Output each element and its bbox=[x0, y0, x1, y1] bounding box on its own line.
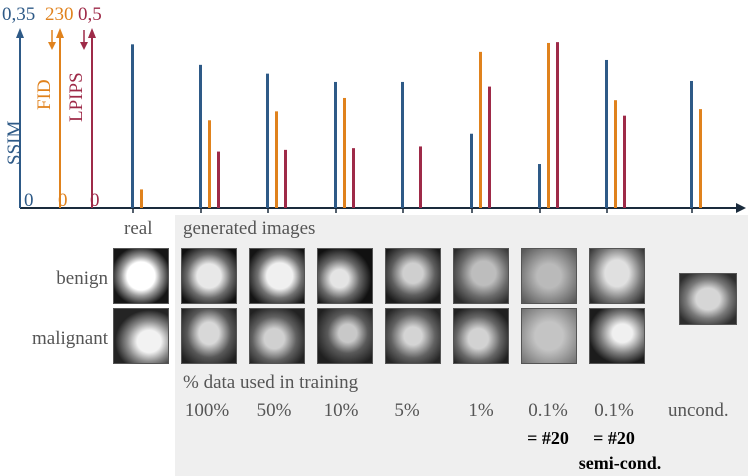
lpips-bar-1 bbox=[217, 151, 220, 208]
pct-0-1-semi: 0.1% bbox=[594, 400, 634, 421]
gen-benign-0-1 bbox=[521, 248, 577, 304]
generated-images-label: generated images bbox=[183, 218, 316, 239]
lpips-bar-6 bbox=[556, 42, 559, 208]
ssim-bar-6 bbox=[538, 164, 541, 208]
benign-label: benign bbox=[56, 268, 108, 289]
fid-bar-5 bbox=[479, 51, 482, 208]
ssim-zero-label: 0 bbox=[24, 190, 34, 211]
gen-malignant-50 bbox=[249, 308, 305, 364]
malignant-label: malignant bbox=[32, 328, 108, 349]
metric-chart: 0 SSIM 0 FID 0 LPIPS 0,35 230 0,5 bbox=[2, 4, 746, 213]
lpips-down-arrow-head bbox=[80, 42, 88, 50]
fid-axis-arrow bbox=[56, 28, 64, 38]
fid-bar-3 bbox=[343, 97, 346, 208]
fid-axis-title: FID bbox=[34, 79, 55, 110]
x-axis-arrow bbox=[736, 203, 746, 213]
real-benign-image bbox=[113, 248, 169, 304]
lpips-zero-label: 0 bbox=[90, 190, 100, 211]
gen-malignant-5 bbox=[385, 308, 441, 364]
lpips-max-label: 0,5 bbox=[78, 4, 102, 25]
ssim-axis-title: SSIM bbox=[4, 121, 25, 165]
gen-benign-1 bbox=[453, 248, 509, 304]
gen-benign-100 bbox=[181, 248, 237, 304]
lpips-bar-3 bbox=[352, 148, 355, 208]
pct-5: 5% bbox=[394, 400, 420, 421]
fid-zero-label: 0 bbox=[58, 190, 68, 211]
ssim-max-label: 0,35 bbox=[2, 4, 35, 25]
ssim-bar-1 bbox=[199, 64, 202, 208]
ssim-bar-5 bbox=[470, 133, 473, 208]
lpips-axis-title: LPIPS bbox=[66, 72, 87, 122]
eq20-note-1: = #20 bbox=[527, 428, 569, 448]
fid-bar-7 bbox=[614, 100, 617, 208]
ssim-bar-8 bbox=[690, 80, 693, 208]
fid-down-arrow-head bbox=[48, 42, 56, 50]
lpips-bar-5 bbox=[488, 86, 491, 208]
pct-data-title: % data used in training bbox=[183, 372, 359, 393]
real-malignant-image bbox=[113, 308, 169, 364]
lpips-axis-arrow bbox=[88, 28, 96, 38]
gen-malignant-0-1 bbox=[521, 308, 577, 364]
ssim-bar-3 bbox=[334, 81, 337, 208]
lpips-bar-4 bbox=[419, 146, 422, 208]
real-label: real bbox=[124, 218, 153, 239]
ssim-bar-0 bbox=[131, 44, 134, 209]
gen-uncond bbox=[679, 273, 737, 325]
pct-10: 10% bbox=[323, 400, 359, 421]
gen-benign-0-1-semi bbox=[589, 248, 645, 304]
fid-bar-8 bbox=[699, 109, 702, 208]
uncond-label: uncond. bbox=[668, 400, 729, 421]
gen-malignant-10 bbox=[317, 308, 373, 364]
gen-malignant-1 bbox=[453, 308, 509, 364]
semi-cond-note: semi-cond. bbox=[578, 453, 662, 473]
gen-benign-5 bbox=[385, 248, 441, 304]
fid-bar-6 bbox=[547, 42, 550, 208]
ssim-bar-2 bbox=[266, 73, 269, 209]
fid-max-label: 230 bbox=[45, 4, 74, 25]
ssim-axis-arrow bbox=[16, 28, 24, 38]
pct-1: 1% bbox=[468, 400, 494, 421]
eq20-note-2: = #20 bbox=[593, 428, 635, 448]
pct-0-1: 0.1% bbox=[528, 400, 568, 421]
gen-benign-10 bbox=[317, 248, 373, 304]
fid-bar-2 bbox=[275, 111, 278, 208]
lpips-bar-2 bbox=[284, 149, 287, 208]
gen-benign-50 bbox=[249, 248, 305, 304]
gen-malignant-100 bbox=[181, 308, 237, 364]
gen-malignant-0-1-semi bbox=[589, 308, 645, 364]
fid-bar-1 bbox=[208, 120, 211, 208]
ssim-bar-4 bbox=[401, 81, 404, 208]
ssim-bar-7 bbox=[605, 59, 608, 208]
pct-100: 100% bbox=[184, 400, 230, 421]
fid-bar-0 bbox=[140, 189, 143, 208]
pct-50: 50% bbox=[256, 400, 292, 421]
lpips-bar-7 bbox=[623, 115, 626, 208]
